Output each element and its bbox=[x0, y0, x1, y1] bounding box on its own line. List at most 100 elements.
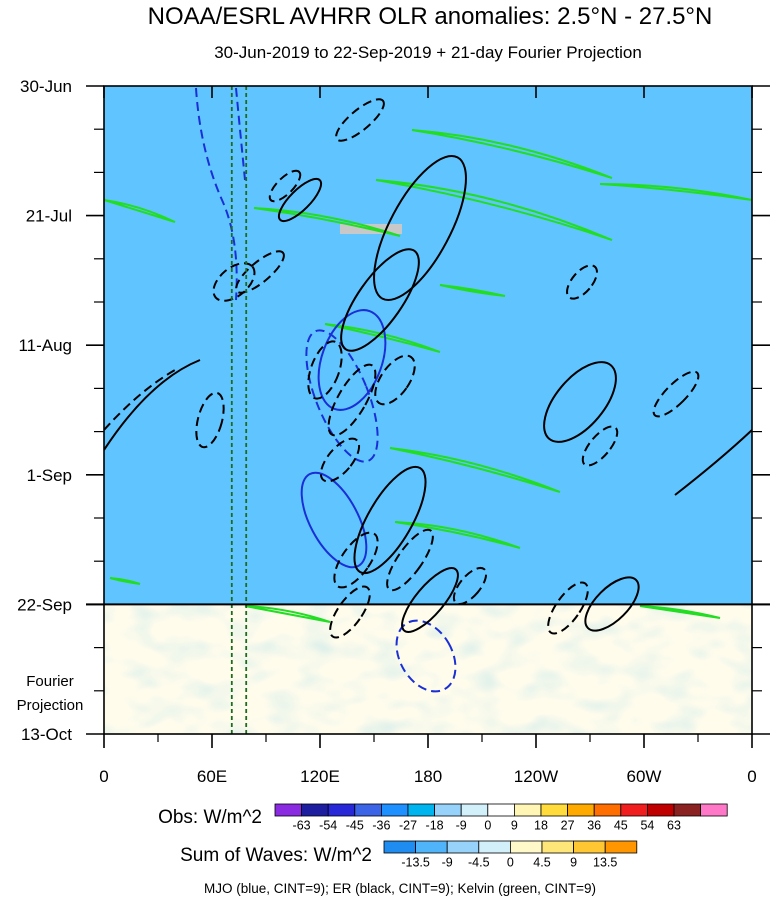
colorbar-swatch bbox=[647, 803, 675, 817]
colorbar-tick-label: 54 bbox=[640, 819, 654, 833]
mjo-contour bbox=[395, 619, 457, 693]
x-tick-label: 60E bbox=[197, 767, 227, 786]
er-contour bbox=[353, 465, 427, 575]
colorbar-tick-label: 0 bbox=[507, 856, 514, 870]
colorbar-tick-label: 27 bbox=[561, 819, 575, 833]
projection-field bbox=[104, 604, 752, 734]
er-contour bbox=[333, 531, 379, 589]
colorbar-tick-label: -63 bbox=[293, 819, 311, 833]
projection-field-tint bbox=[104, 604, 752, 734]
reference-longitude-lines bbox=[230, 86, 248, 734]
projection-label-line2: Projection bbox=[17, 697, 84, 714]
x-tick-label: 0 bbox=[99, 767, 108, 786]
er-contour bbox=[373, 154, 467, 302]
colorbar-tick-label: 63 bbox=[667, 819, 681, 833]
colorbar-swatch bbox=[354, 803, 382, 817]
colorbar-swatch bbox=[620, 803, 648, 817]
colorbar-swatch bbox=[274, 803, 303, 817]
kelvin-contour bbox=[244, 605, 331, 623]
er-contour bbox=[543, 361, 617, 443]
er-contour bbox=[652, 370, 700, 418]
colorbar-swatch bbox=[573, 840, 606, 854]
x-tick-label: 180 bbox=[414, 767, 442, 786]
x-axis: 0 60E 120E 180 120W 60W 0 bbox=[99, 86, 757, 786]
colorbar-swatch bbox=[541, 840, 575, 854]
plot-area bbox=[104, 86, 752, 734]
y-axis: 30-Jun 21-Jul 11-Aug 1-Sep 22-Sep 13-Oct bbox=[17, 77, 770, 744]
er-contour bbox=[195, 391, 225, 449]
chart-subtitle: 30-Jun-2019 to 22-Sep-2019 + 21-day Four… bbox=[214, 43, 642, 62]
er-contour bbox=[386, 528, 434, 592]
er-contour bbox=[277, 177, 323, 223]
er-contour bbox=[674, 429, 752, 496]
er-contour bbox=[452, 566, 488, 606]
kelvin-contour bbox=[389, 447, 561, 493]
colorbar-tick-label: 9 bbox=[511, 819, 518, 833]
colorbar-tick-label: -4.5 bbox=[468, 856, 490, 870]
colorbar-swatch bbox=[383, 840, 417, 854]
er-contour bbox=[319, 437, 361, 483]
er-contour bbox=[374, 354, 416, 406]
mjo-contour bbox=[300, 471, 368, 569]
colorbar-tick-label: -18 bbox=[426, 819, 444, 833]
colorbar-swatch bbox=[301, 803, 329, 817]
kelvin-contour bbox=[324, 323, 441, 353]
kelvin-contour bbox=[639, 605, 721, 619]
colorbar-swatch bbox=[673, 803, 702, 817]
colorbar-swatch bbox=[434, 803, 462, 817]
colorbar-swatch bbox=[514, 803, 542, 817]
wave-contours bbox=[104, 87, 752, 693]
colorbar-tick-label: -45 bbox=[346, 819, 364, 833]
er-contour bbox=[268, 169, 302, 203]
colorbar-tick-label: 9 bbox=[570, 856, 577, 870]
er-contour bbox=[566, 264, 598, 300]
kelvin-contour bbox=[439, 284, 506, 297]
colorbar-swatch bbox=[567, 803, 595, 817]
mjo-contour bbox=[235, 87, 246, 181]
kelvin-contour bbox=[109, 577, 141, 585]
colorbar-tick-label: -13.5 bbox=[401, 856, 430, 870]
y-tick-label: 13-Oct bbox=[21, 725, 72, 744]
colorbar-tick-label: -9 bbox=[442, 856, 453, 870]
kelvin-contour bbox=[375, 179, 613, 241]
colorbar-swatch bbox=[460, 803, 489, 817]
colorbar-tick-label: 18 bbox=[534, 819, 548, 833]
er-contour bbox=[104, 359, 201, 451]
mjo-contour bbox=[317, 309, 387, 411]
x-tick-label: 120W bbox=[514, 767, 558, 786]
colorbar-swatch bbox=[487, 803, 515, 817]
colorbar-swatch bbox=[540, 803, 569, 817]
colorbar-tick-label: -54 bbox=[319, 819, 337, 833]
er-contour bbox=[329, 585, 371, 639]
y-tick-label: 30-Jun bbox=[20, 77, 72, 96]
er-contour bbox=[401, 567, 459, 633]
colorbar-swatch bbox=[446, 840, 480, 854]
colorbar-tick-label: 4.5 bbox=[533, 856, 550, 870]
colorbar-tick-label: 36 bbox=[587, 819, 601, 833]
y-tick-label: 22-Sep bbox=[17, 595, 72, 614]
waves-colorbar: Sum of Waves: W/m^2 -13.5 -9 -4.5 0 4.5 9 13.5 bbox=[180, 840, 638, 870]
colorbar-swatch bbox=[407, 803, 436, 817]
er-contour bbox=[307, 340, 343, 400]
kelvin-contour bbox=[599, 183, 752, 201]
mjo-contour bbox=[305, 329, 379, 463]
er-contour bbox=[584, 576, 640, 632]
colorbar-tick-label: -36 bbox=[372, 819, 390, 833]
y-tick-label: 1-Sep bbox=[27, 466, 72, 485]
er-contour bbox=[581, 425, 619, 467]
colorbar-swatch bbox=[478, 840, 511, 854]
er-contour bbox=[235, 250, 285, 294]
colorbar-tick-label: 13.5 bbox=[593, 856, 617, 870]
kelvin-contour bbox=[394, 521, 521, 549]
x-tick-label: 120E bbox=[300, 767, 340, 786]
obs-colorbar-label: Obs: W/m^2 bbox=[158, 807, 262, 828]
er-contour bbox=[335, 98, 385, 142]
colorbar-swatch bbox=[593, 803, 622, 817]
contour-legend: MJO (blue, CINT=9); ER (black, CINT=9); … bbox=[204, 881, 596, 896]
waves-colorbar-label: Sum of Waves: W/m^2 bbox=[180, 845, 372, 866]
colorbar-swatch bbox=[700, 803, 728, 817]
colorbar-swatch bbox=[509, 840, 543, 854]
colorbar-swatch bbox=[380, 803, 409, 817]
x-tick-label: 0 bbox=[747, 767, 756, 786]
